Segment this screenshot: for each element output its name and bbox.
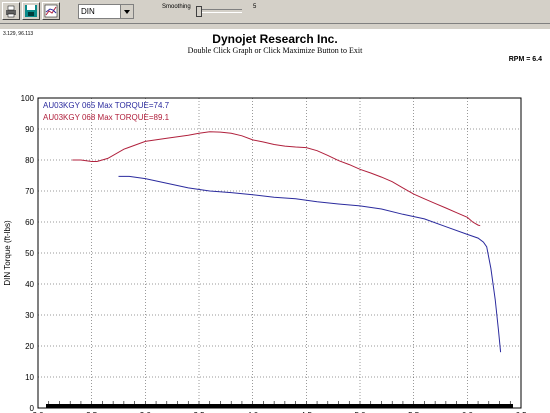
- print-button[interactable]: [2, 2, 20, 20]
- smoothing-thumb[interactable]: [196, 6, 202, 17]
- chart-title: Dynojet Research Inc.: [212, 32, 338, 46]
- x-tick-label: 2.0: [32, 411, 44, 413]
- toolbar: DIN Smoothing 5: [0, 0, 550, 24]
- smoothing-track: [196, 9, 242, 13]
- y-tick-label: 90: [25, 125, 34, 134]
- x-tick-label: 3.5: [193, 411, 205, 413]
- run-068-torque-line[interactable]: [72, 131, 481, 227]
- x-tick-label: 4.0: [247, 411, 259, 413]
- torque-unit-select[interactable]: DIN: [78, 4, 134, 19]
- legend-entry-2: AU03KGY 068 Max TORQUE=89.1: [43, 113, 170, 122]
- y-tick-label: 0: [30, 404, 35, 413]
- x-tick-label: 5.0: [354, 411, 366, 413]
- x-tick-label: 5.5: [408, 411, 420, 413]
- y-axis-label: DIN Torque (ft-lbs): [3, 220, 12, 286]
- graph-options-button[interactable]: [42, 2, 60, 20]
- torque-chart[interactable]: 2.0 2.5 3.0 3.5 4.0 4.5 5.0 5.5 6.0 6.5 0 10 20 30 40 5…: [0, 58, 550, 413]
- x-tick-label: 6.0: [462, 411, 474, 413]
- legend-entry-1: AU03KGY 065 Max TORQUE=74.7: [43, 101, 170, 110]
- y-tick-label: 80: [25, 156, 34, 165]
- torque-unit-value: DIN: [81, 7, 95, 16]
- x-tick-label: 2.5: [86, 411, 98, 413]
- chevron-down-icon[interactable]: [120, 5, 133, 18]
- cursor-coordinate-readout: 3.129, 96.113: [3, 31, 34, 37]
- y-tick-label: 20: [25, 342, 34, 351]
- graph-icon: [44, 4, 58, 18]
- smoothing-label: Smoothing: [162, 4, 191, 10]
- y-tick-label: 100: [21, 94, 35, 103]
- chart-subtitle: Double Click Graph or Click Maximize But…: [187, 46, 363, 55]
- x-tick-label: 6.5: [515, 411, 527, 413]
- y-tick-label: 30: [25, 311, 34, 320]
- y-tick-label: 40: [25, 280, 34, 289]
- x-tick-label: 4.5: [301, 411, 313, 413]
- smoothing-slider[interactable]: [196, 6, 242, 17]
- rpm-readout: RPM = 6.4: [508, 56, 542, 63]
- save-button[interactable]: [22, 2, 40, 20]
- print-icon: [6, 5, 16, 18]
- y-tick-label: 60: [25, 218, 34, 227]
- graph-panel[interactable]: 3.129, 96.113 Dynojet Research Inc. Doub…: [0, 29, 550, 413]
- y-tick-label: 10: [25, 373, 34, 382]
- x-axis-band: [46, 404, 513, 408]
- y-tick-label: 70: [25, 187, 34, 196]
- run-065-torque-line[interactable]: [118, 175, 502, 353]
- x-tick-label: 3.0: [140, 411, 152, 413]
- y-tick-label: 50: [25, 249, 34, 258]
- disk-icon: [25, 5, 37, 17]
- smoothing-value: 5: [253, 4, 257, 10]
